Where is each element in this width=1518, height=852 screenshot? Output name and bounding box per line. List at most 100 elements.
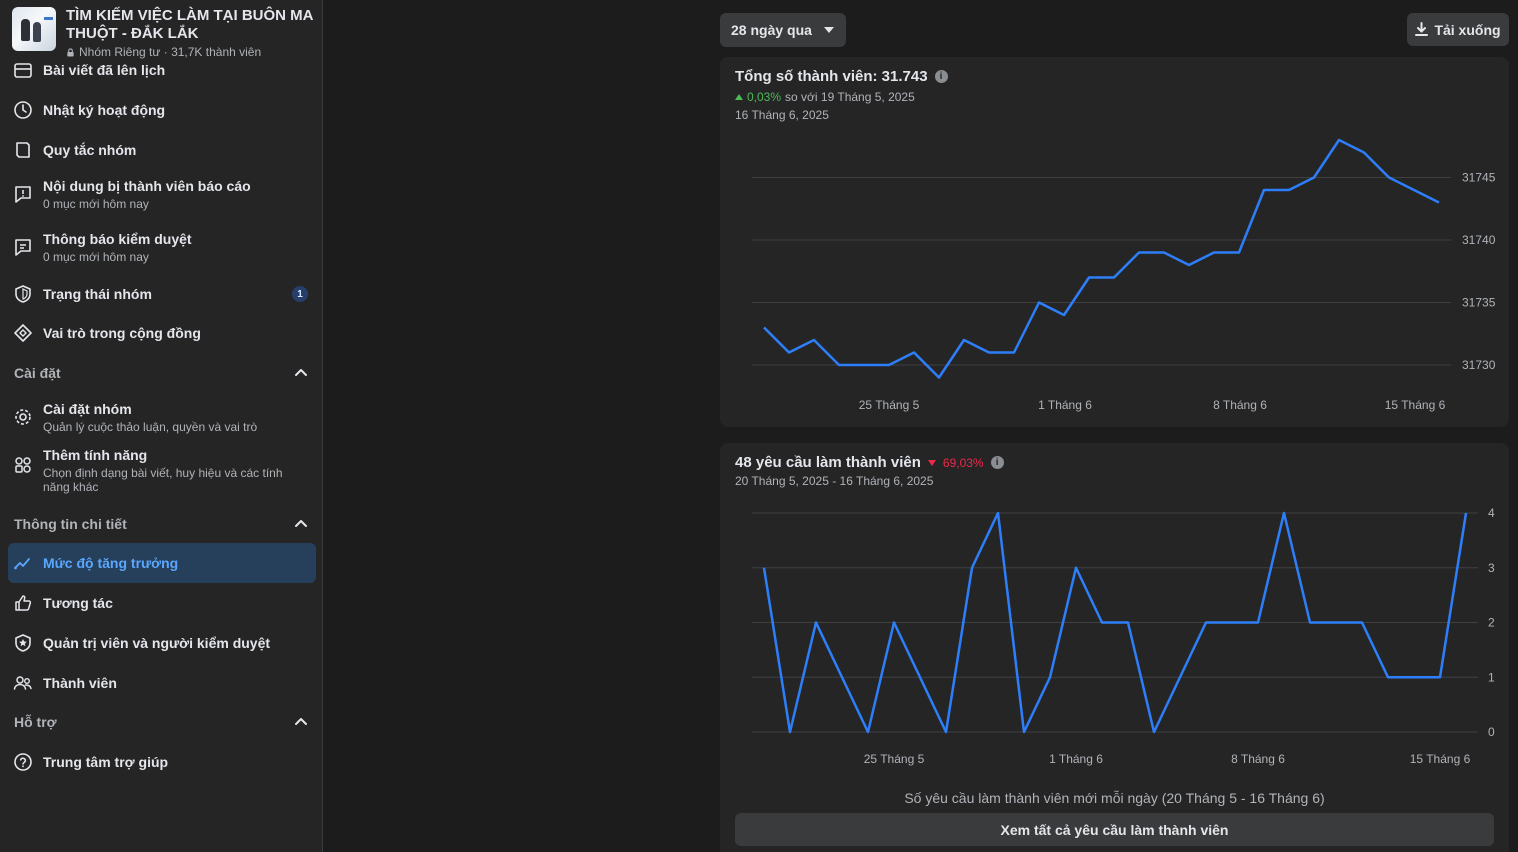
requests-date-range: 20 Tháng 5, 2025 - 16 Tháng 6, 2025 [735, 474, 934, 488]
gear-icon [12, 406, 34, 428]
help-icon [12, 751, 34, 773]
thumbs-up-icon [12, 592, 34, 614]
sidebar-item-label: Quy tắc nhóm [43, 141, 137, 158]
members-line-chart: 31730 31735 31740 31745 25 Tháng 5 1 Tháng 6 8… [752, 138, 1496, 412]
sidebar-item-label: Mức độ tăng trưởng [43, 554, 179, 571]
sidebar-item-label: Thêm tính năng [43, 447, 148, 463]
sidebar-item-label: Nhật ký hoạt động [43, 101, 166, 118]
total-members-title: Tổng số thành viên: 31.743 i [735, 68, 948, 85]
sidebar-item-admins-moderators[interactable]: Quản trị viên và người kiểm duyệt [8, 629, 316, 657]
sidebar-item-group-status[interactable]: Trạng thái nhóm 1 [8, 280, 316, 308]
membership-requests-card: 48 yêu cầu làm thành viên 69,03% i 20 Th… [720, 443, 1509, 852]
triangle-down-icon [927, 459, 936, 466]
rules-book-icon [12, 139, 34, 161]
sidebar-item-label: Bài viết đã lên lịch [43, 61, 166, 78]
section-title: Cài đặt [14, 365, 61, 381]
sidebar-item-scheduled-posts[interactable]: Bài viết đã lên lịch [8, 58, 316, 82]
sidebar-item-label: Quản trị viên và người kiểm duyệt [43, 634, 271, 651]
y-tick-label: 31745 [1462, 171, 1496, 185]
info-icon[interactable]: i [990, 456, 1004, 469]
date-range-dropdown[interactable]: 28 ngày qua [720, 13, 846, 47]
section-title: Thông tin chi tiết [14, 516, 127, 532]
members-delta: 0,03% so với 19 Tháng 5, 2025 [735, 90, 915, 104]
section-header-insights[interactable]: Thông tin chi tiết [14, 514, 309, 534]
sidebar-item-sublabel: 0 mục mới hôm nay [43, 196, 149, 211]
group-cover-thumbnail [12, 7, 56, 51]
see-all-requests-button[interactable]: Xem tất cả yêu cầu làm thành viên [735, 813, 1494, 846]
chevron-up-icon [295, 369, 307, 376]
group-privacy-meta: Nhóm Riêng tư · 31,7K thành viên [66, 45, 314, 59]
caret-down-icon [824, 27, 834, 33]
sidebar-item-engagement[interactable]: Tương tác [8, 589, 316, 617]
features-icon [12, 454, 34, 476]
sidebar-item-group-rules[interactable]: Quy tắc nhóm [8, 136, 316, 164]
sidebar: Bài viết đã lên lịch Nhật ký hoạt động Q… [0, 0, 323, 852]
sidebar-item-activity-log[interactable]: Nhật ký hoạt động [8, 96, 316, 124]
chevron-up-icon [295, 718, 307, 725]
date-range-label: 28 ngày qua [731, 22, 812, 38]
group-header[interactable]: TÌM KIẾM VIỆC LÀM TẠI BUÔN MA THUỘT - ĐẮK… [0, 0, 322, 62]
y-tick-label: 1 [1488, 670, 1495, 684]
members-icon [12, 672, 34, 694]
x-tick-label: 25 Tháng 5 [864, 752, 925, 766]
sidebar-item-label: Trung tâm trợ giúp [43, 753, 169, 770]
y-tick-label: 2 [1488, 616, 1495, 630]
x-tick-label: 25 Tháng 5 [859, 398, 920, 412]
clock-icon [12, 99, 34, 121]
x-tick-label: 8 Tháng 6 [1213, 398, 1267, 412]
sidebar-item-moderation-alerts[interactable]: Thông báo kiểm duyệt 0 mục mới hôm nay [8, 227, 316, 267]
calendar-icon [12, 59, 34, 81]
y-tick-label: 3 [1488, 561, 1495, 575]
sidebar-item-label: Cài đặt nhóm [43, 400, 132, 417]
moderation-alert-icon [12, 236, 34, 258]
membership-requests-title: 48 yêu cầu làm thành viên 69,03% i [735, 454, 1004, 471]
section-header-settings[interactable]: Cài đặt [14, 363, 309, 383]
sidebar-item-label: Thành viên [43, 674, 117, 691]
sidebar-item-reported-content[interactable]: Nội dung bị thành viên báo cáo 0 mục mới… [8, 174, 316, 214]
x-tick-label: 1 Tháng 6 [1038, 398, 1092, 412]
notification-badge: 1 [292, 286, 308, 302]
y-tick-label: 0 [1488, 725, 1495, 739]
sidebar-item-sublabel: Chọn định dạng bài viết, huy hiệu và các… [43, 466, 283, 494]
info-icon[interactable]: i [934, 70, 948, 83]
requests-delta: 69,03% [942, 455, 984, 470]
triangle-up-icon [735, 94, 743, 100]
sidebar-item-label: Nội dung bị thành viên báo cáo [43, 177, 251, 194]
group-name[interactable]: TÌM KIẾM VIỆC LÀM TẠI BUÔN MA THUỘT - ĐẮK… [66, 7, 314, 42]
report-icon [12, 183, 34, 205]
shield-icon [12, 283, 34, 305]
x-tick-label: 1 Tháng 6 [1049, 752, 1103, 766]
sidebar-item-members[interactable]: Thành viên [8, 669, 316, 697]
section-header-support[interactable]: Hỗ trợ [14, 712, 309, 732]
requests-line-chart: 0 1 2 3 4 25 Tháng 5 1 Tháng 6 8 Tháng 6 15 Thán… [752, 506, 1495, 766]
sidebar-item-add-features[interactable]: Thêm tính năng Chọn định dạng bài viết, … [8, 447, 316, 499]
sidebar-item-growth[interactable]: Mức độ tăng trưởng [8, 543, 316, 583]
growth-icon [12, 552, 34, 574]
section-title: Hỗ trợ [14, 714, 57, 730]
download-button[interactable]: Tải xuống [1407, 13, 1509, 46]
series-line [763, 138, 1440, 379]
requests-chart-caption: Số yêu cầu làm thành viên mới mỗi ngày (… [904, 790, 1325, 806]
download-icon [1415, 22, 1429, 36]
x-tick-label: 15 Tháng 6 [1410, 752, 1471, 766]
sidebar-item-sublabel: 0 mục mới hôm nay [43, 249, 149, 264]
admin-shield-icon [12, 632, 34, 654]
chevron-up-icon [295, 520, 307, 527]
y-tick-label: 31730 [1462, 358, 1496, 372]
x-tick-label: 8 Tháng 6 [1231, 752, 1285, 766]
y-tick-label: 31735 [1462, 296, 1496, 310]
sidebar-item-community-roles[interactable]: Vai trò trong cộng đồng [8, 319, 316, 347]
sidebar-item-group-settings[interactable]: Cài đặt nhóm Quản lý cuộc thảo luận, quy… [8, 397, 316, 437]
sidebar-item-label: Thông báo kiểm duyệt [43, 230, 192, 247]
series-line [762, 511, 1468, 734]
x-tick-label: 15 Tháng 6 [1385, 398, 1446, 412]
total-members-card: Tổng số thành viên: 31.743 i 0,03% so vớ… [720, 57, 1509, 427]
sidebar-item-label: Vai trò trong cộng đồng [43, 324, 201, 341]
diamond-icon [12, 322, 34, 344]
lock-icon [67, 47, 74, 57]
sidebar-item-help-center[interactable]: Trung tâm trợ giúp [8, 748, 316, 776]
download-label: Tải xuống [1434, 21, 1501, 38]
y-tick-label: 4 [1488, 506, 1495, 520]
sidebar-item-sublabel: Quản lý cuộc thảo luận, quyền và vai trò [43, 419, 258, 434]
sidebar-item-label: Trạng thái nhóm [43, 285, 152, 302]
